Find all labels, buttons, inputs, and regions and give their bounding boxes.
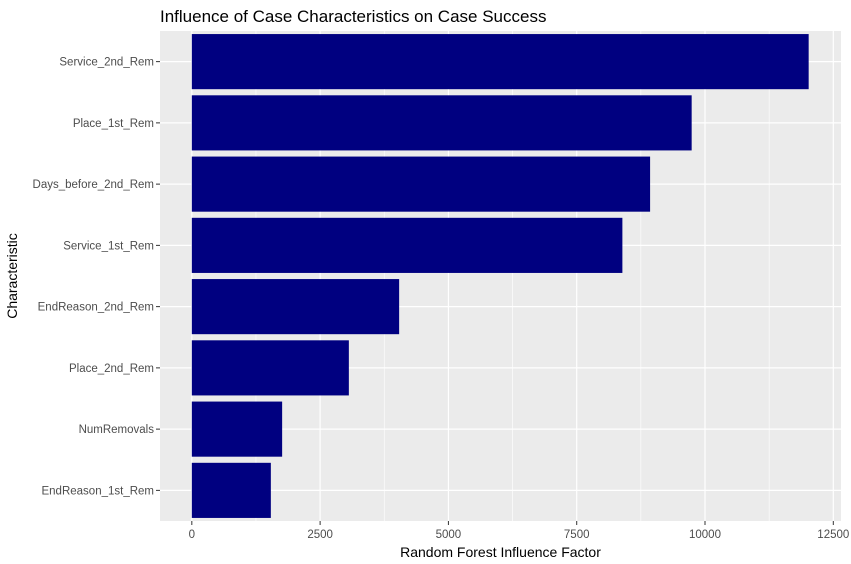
x-tick-label: 10000 <box>689 529 721 541</box>
bar-service-1st-rem <box>191 217 623 273</box>
y-tick-label: Place_1st_Rem <box>73 118 154 130</box>
bar-place-1st-rem <box>191 95 692 151</box>
y-tick-label: NumRemovals <box>79 424 155 436</box>
bar-endreason-1st-rem <box>191 462 271 518</box>
bar-numremovals <box>191 401 283 457</box>
x-tick-label: 12500 <box>817 529 849 541</box>
bar-service-2nd-rem <box>191 34 809 90</box>
x-tick-label: 0 <box>189 529 195 541</box>
bar-days-before-2nd-rem <box>191 156 651 212</box>
chart-title: Influence of Case Characteristics on Cas… <box>160 7 546 26</box>
y-tick-label: Days_before_2nd_Rem <box>33 179 154 191</box>
y-axis-ticks: Service_2nd_Rem Place_1st_Rem Days_before_… <box>33 57 160 497</box>
y-tick-label: EndReason_1st_Rem <box>41 485 154 497</box>
bar-endreason-2nd-rem <box>191 279 400 335</box>
bar-place-2nd-rem <box>191 340 349 396</box>
y-tick-label: EndReason_2nd_Rem <box>38 302 154 314</box>
x-axis-ticks: 0 2500 5000 7500 10000 12500 <box>189 521 849 541</box>
y-tick-label: Service_2nd_Rem <box>59 57 154 69</box>
x-tick-label: 2500 <box>307 529 333 541</box>
x-tick-label: 7500 <box>564 529 590 541</box>
y-tick-label: Place_2nd_Rem <box>69 363 154 375</box>
bars <box>191 34 809 518</box>
y-axis-title: Characteristic <box>4 233 20 319</box>
x-tick-label: 5000 <box>436 529 462 541</box>
x-axis-title: Random Forest Influence Factor <box>400 544 601 560</box>
y-tick-label: Service_1st_Rem <box>63 240 154 252</box>
